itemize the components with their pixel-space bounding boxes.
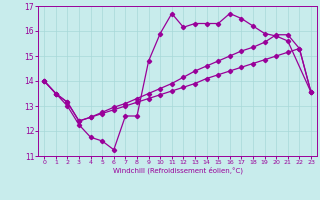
X-axis label: Windchill (Refroidissement éolien,°C): Windchill (Refroidissement éolien,°C) (113, 167, 243, 174)
